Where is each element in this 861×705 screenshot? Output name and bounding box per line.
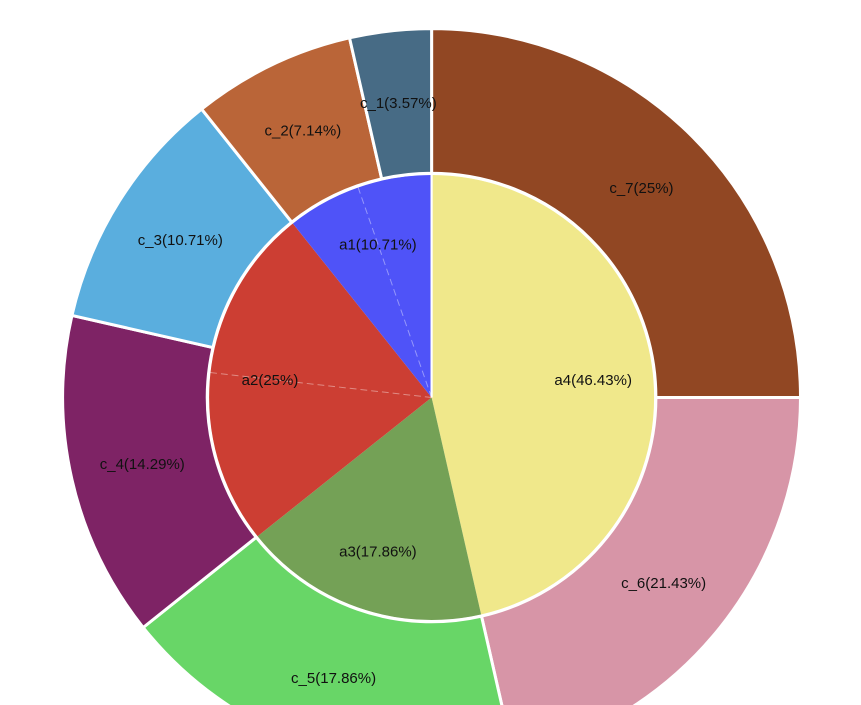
svg-text:c_7(25%): c_7(25%) (609, 180, 673, 197)
svg-text:a4(46.43%): a4(46.43%) (554, 372, 632, 389)
svg-text:a1(10.71%): a1(10.71%) (339, 237, 417, 254)
svg-text:a3(17.86%): a3(17.86%) (339, 543, 417, 560)
svg-text:c_3(10.71%): c_3(10.71%) (138, 232, 223, 249)
svg-text:c_2(7.14%): c_2(7.14%) (264, 123, 341, 140)
svg-text:c_1(3.57%): c_1(3.57%) (360, 95, 437, 112)
svg-text:c_6(21.43%): c_6(21.43%) (621, 575, 706, 592)
svg-text:a2(25%): a2(25%) (242, 372, 299, 389)
svg-text:c_5(17.86%): c_5(17.86%) (291, 670, 376, 687)
svg-text:c_4(14.29%): c_4(14.29%) (100, 456, 185, 473)
